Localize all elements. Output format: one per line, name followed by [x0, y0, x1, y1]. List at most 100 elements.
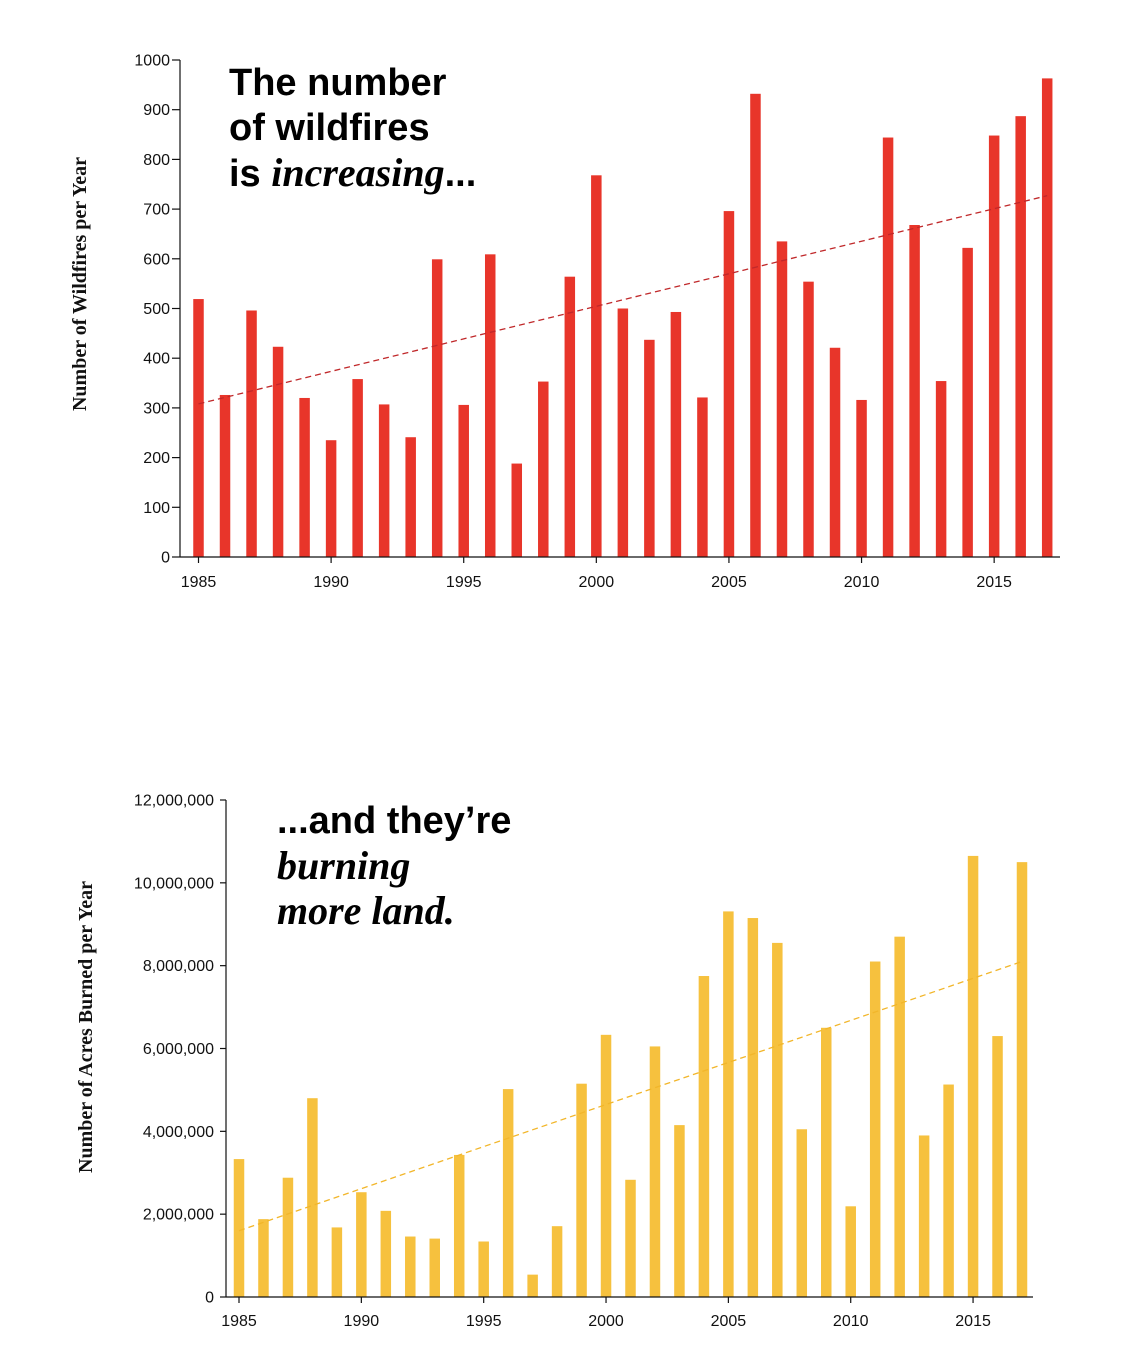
chart1-headline-line2: of wildfires [229, 107, 430, 149]
chart2-y-tick-label-3: 6,000,000 [143, 1041, 214, 1058]
chart1-bar-2016 [1015, 116, 1026, 557]
chart2-y-tick-label-4: 8,000,000 [143, 958, 214, 975]
chart2-bar-2007 [772, 942, 783, 1297]
chart2-bar-1996 [502, 1089, 514, 1297]
chart2-bar-2010 [845, 1206, 856, 1297]
chart1-y-tick-label-3: 300 [143, 400, 170, 417]
chart1-bar-2012 [909, 225, 920, 557]
chart1-bar-1995 [458, 404, 469, 557]
chart2-bar-1989 [331, 1227, 343, 1297]
chart2-bar-1992 [405, 1236, 416, 1297]
chart1-bar-1994 [431, 259, 443, 557]
chart1-y-tick-label-5: 500 [143, 301, 170, 318]
chart2-bar-1985 [233, 1159, 245, 1297]
chart1-bar-2009 [829, 347, 841, 557]
chart1-y-axis-title: Number of Wildfires per Year [69, 157, 91, 411]
chart1-bar-2008 [803, 281, 814, 557]
chart2-headline-line1: ...and they’re [277, 800, 511, 842]
chart2-bar-1986 [258, 1219, 269, 1297]
chart1-x-tick-label-2: 1995 [446, 574, 482, 591]
chart2-bar-1990 [356, 1192, 367, 1297]
chart2-bar-2011 [869, 961, 881, 1297]
chart1-x-tick-label-1: 1990 [313, 574, 349, 591]
chart2-bar-1998 [551, 1226, 563, 1297]
chart1-bar-1992 [378, 404, 390, 557]
chart2-bar-2009 [821, 1027, 832, 1297]
chart1-bar-1989 [299, 397, 310, 557]
chart2-y-tick-label-2: 4,000,000 [143, 1124, 214, 1141]
chart2-y-axis-title: Number of Acres Burned per Year [75, 881, 97, 1173]
chart2-bar-2004 [698, 976, 710, 1297]
chart1-bar-1997 [511, 463, 523, 557]
chart1-bar-2010 [856, 399, 867, 557]
chart1-headline-line3-prefix: is [229, 153, 271, 195]
chart2-bar-1995 [478, 1241, 489, 1297]
chart2-x-tick-label-5: 2010 [833, 1313, 869, 1330]
wildfire-count-chart: The number of wildfires is increasing...… [69, 53, 1060, 591]
chart1-bar-2014 [962, 247, 973, 557]
chart2-bar-1993 [429, 1238, 440, 1297]
chart1-bar-1993 [405, 437, 416, 557]
chart1-y-tick-label-2: 200 [143, 450, 170, 467]
chart1-bar-2004 [697, 397, 708, 557]
chart2-bar-2012 [894, 936, 905, 1297]
chart1-bar-1998 [538, 381, 549, 557]
chart1-y-tick-label-8: 800 [143, 152, 170, 169]
chart1-bar-2011 [882, 137, 894, 557]
chart1-bar-2006 [750, 93, 761, 558]
chart2-x-tick-label-0: 1985 [221, 1313, 257, 1330]
chart1-bar-1985 [193, 299, 204, 557]
chart2-bar-1999 [576, 1083, 587, 1297]
chart2-headline-line2: burning [277, 843, 410, 888]
chart2-headline-line3: more land. [277, 888, 455, 933]
chart2-bar-2016 [992, 1036, 1003, 1297]
chart1-y-tick-label-6: 600 [143, 251, 170, 268]
chart1-bar-2015 [988, 135, 1000, 558]
chart2-bar-2013 [918, 1135, 930, 1297]
chart1-x-tick-label-0: 1985 [181, 574, 217, 591]
chart2-x-tick-label-3: 2000 [588, 1313, 624, 1330]
chart2-bar-2014 [943, 1084, 954, 1297]
chart1-x-tick-label-3: 2000 [579, 574, 615, 591]
chart1-bar-1991 [352, 379, 363, 557]
chart2-bar-1997 [527, 1274, 538, 1297]
chart2-x-tick-label-1: 1990 [344, 1313, 380, 1330]
chart2-y-tick-label-0: 0 [205, 1290, 214, 1307]
chart1-x-tick-label-6: 2015 [976, 574, 1012, 591]
chart2-y-tick-label-6: 12,000,000 [134, 793, 214, 810]
chart1-y-tick-label-0: 0 [161, 550, 170, 567]
chart2-bar-2002 [649, 1046, 661, 1297]
chart2-bar-2006 [747, 918, 759, 1297]
chart2-bar-2001 [625, 1179, 636, 1297]
chart2-x-tick-label-4: 2005 [711, 1313, 747, 1330]
chart2-y-tick-label-1: 2,000,000 [143, 1207, 214, 1224]
chart1-bar-2017 [1041, 78, 1053, 557]
chart1-bar-1996 [484, 254, 496, 557]
chart1-bar-2005 [723, 211, 735, 557]
chart2-bar-1988 [307, 1098, 318, 1297]
chart2-x-tick-label-6: 2015 [955, 1313, 991, 1330]
chart1-bar-1986 [219, 394, 231, 557]
chart1-bar-1999 [564, 276, 576, 557]
chart1-headline-line3: is increasing... [229, 150, 476, 195]
chart1-y-tick-label-7: 700 [143, 202, 170, 219]
chart1-y-tick-label-9: 900 [143, 102, 170, 119]
chart1-bar-2000 [591, 175, 602, 558]
chart1-headline-line3-italic: increasing [271, 150, 444, 195]
chart1-bar-2003 [670, 311, 682, 557]
chart2-bar-1991 [380, 1210, 392, 1297]
chart1-headline-line3-suffix: ... [445, 153, 477, 195]
chart2-bar-2015 [967, 855, 979, 1297]
chart1-bar-1988 [272, 346, 284, 557]
chart1-y-tick-label-10: 1000 [134, 53, 170, 70]
chart1-bar-2007 [776, 241, 788, 557]
chart1-headline-line1: The number [229, 62, 447, 104]
chart1-bar-1990 [325, 440, 337, 557]
chart2-bar-2000 [600, 1034, 612, 1297]
chart1-trend-line [198, 195, 1048, 405]
chart2-y-tick-label-5: 10,000,000 [134, 875, 214, 892]
chart2-bar-1987 [282, 1177, 294, 1297]
chart2-trend-line [238, 960, 1023, 1232]
chart1-x-tick-label-4: 2005 [711, 574, 747, 591]
